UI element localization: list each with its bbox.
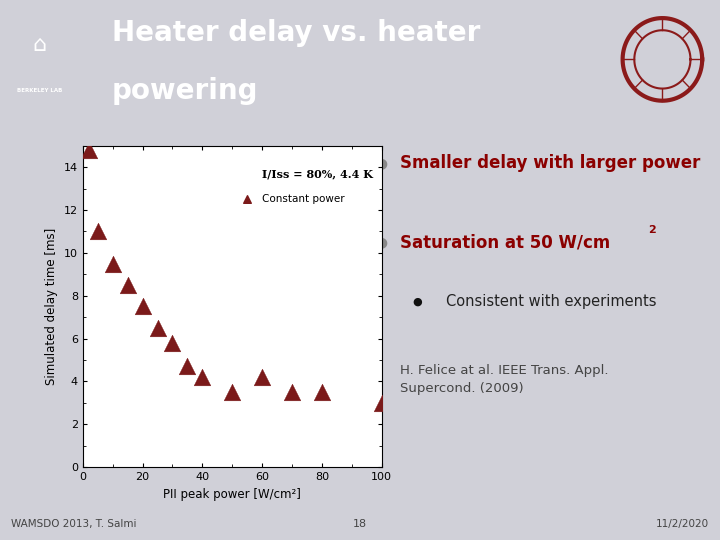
Text: powering: powering — [112, 77, 258, 105]
Text: 11/2/2020: 11/2/2020 — [656, 519, 709, 529]
Text: H. Felice at al. IEEE Trans. Appl.
Supercond. (2009): H. Felice at al. IEEE Trans. Appl. Super… — [400, 364, 608, 395]
Text: ⌂: ⌂ — [32, 35, 47, 55]
Point — [197, 373, 208, 381]
Point — [107, 259, 118, 268]
Point — [376, 399, 387, 407]
Y-axis label: Simulated delay time [ms]: Simulated delay time [ms] — [45, 228, 58, 385]
Point — [152, 323, 163, 332]
Text: 18: 18 — [353, 519, 367, 529]
Point — [137, 302, 148, 311]
Point — [226, 388, 238, 396]
Point — [167, 339, 179, 347]
Point — [92, 227, 104, 236]
Text: ●: ● — [376, 235, 387, 249]
Text: Smaller delay with larger power: Smaller delay with larger power — [400, 154, 700, 172]
Text: Consistent with experiments: Consistent with experiments — [446, 294, 657, 309]
Point — [241, 195, 253, 204]
Text: Heater delay vs. heater: Heater delay vs. heater — [112, 18, 480, 46]
Point — [256, 373, 268, 381]
Text: 2: 2 — [648, 225, 656, 235]
Text: I/Iss = 80%, 4.4 K: I/Iss = 80%, 4.4 K — [262, 168, 373, 179]
Point — [122, 281, 133, 289]
Text: Constant power: Constant power — [262, 194, 345, 204]
Text: Saturation at 50 W/cm: Saturation at 50 W/cm — [400, 233, 610, 251]
Point — [316, 388, 328, 396]
Text: ●: ● — [376, 157, 387, 171]
Point — [286, 388, 298, 396]
Point — [181, 362, 193, 371]
Text: WAMSDO 2013, T. Salmi: WAMSDO 2013, T. Salmi — [11, 519, 136, 529]
Text: ●: ● — [413, 296, 423, 306]
Text: BERKELEY LAB: BERKELEY LAB — [17, 88, 63, 93]
X-axis label: PII peak power [W/cm²]: PII peak power [W/cm²] — [163, 488, 301, 501]
Point — [83, 146, 94, 154]
